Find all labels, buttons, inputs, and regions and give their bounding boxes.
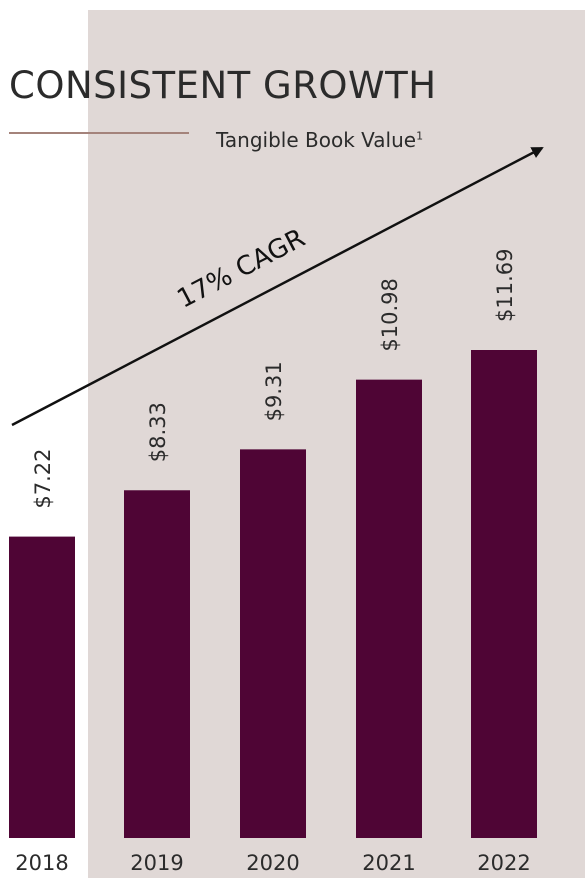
bar-2018 xyxy=(9,536,75,838)
cagr-annotation: 17% CAGR xyxy=(172,223,310,314)
bar-2021 xyxy=(356,379,422,838)
value-label-2021: $10.98 xyxy=(378,278,402,351)
bar-2019 xyxy=(124,490,190,838)
value-label-2019: $8.33 xyxy=(146,402,170,462)
chart-subtitle: Tangible Book Value1 xyxy=(216,128,423,152)
subtitle-text: Tangible Book Value xyxy=(216,128,417,152)
value-label-2022: $11.69 xyxy=(493,249,517,322)
x-tick-2021: 2021 xyxy=(362,851,415,875)
value-label-2018: $7.22 xyxy=(31,448,55,508)
title-underline xyxy=(9,132,189,134)
page-title: CONSISTENT GROWTH xyxy=(9,64,437,107)
growth-arrow xyxy=(11,146,544,427)
x-tick-2019: 2019 xyxy=(130,851,183,875)
bar-2022 xyxy=(471,350,537,838)
x-tick-2020: 2020 xyxy=(246,851,299,875)
subtitle-footnote: 1 xyxy=(416,129,424,143)
x-axis-ticks: 2018 2019 2020 2021 2022 xyxy=(15,851,530,875)
bar-2020 xyxy=(240,449,306,838)
x-tick-2018: 2018 xyxy=(15,851,68,875)
x-tick-2022: 2022 xyxy=(477,851,530,875)
value-label-2020: $9.31 xyxy=(262,361,286,421)
value-labels-group: $7.22 $8.33 $9.31 $10.98 $11.69 xyxy=(31,249,517,509)
bars-group xyxy=(9,350,537,838)
